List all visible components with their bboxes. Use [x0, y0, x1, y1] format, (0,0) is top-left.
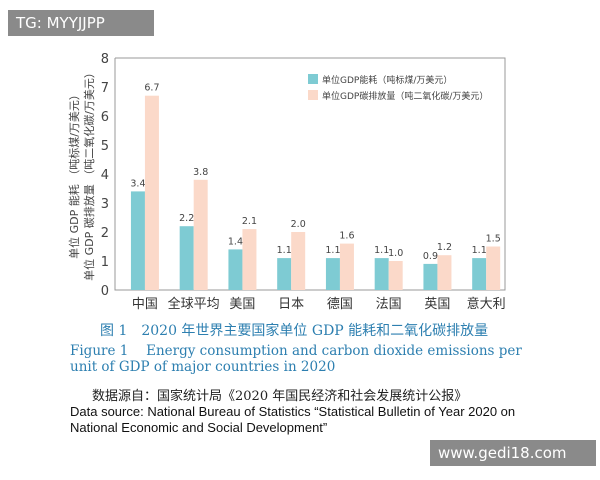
- watermark-bottom-right: www.gedi18.com: [430, 440, 596, 466]
- y-tick-label: 6: [101, 110, 109, 125]
- bar-carbon: [388, 261, 403, 290]
- data-label: 3.8: [193, 167, 208, 178]
- legend-swatch: [308, 74, 318, 84]
- data-label: 2.2: [179, 213, 194, 224]
- legend-entry: 单位GDP能耗（吨标煤/万美元）: [322, 74, 452, 86]
- data-label: 1.1: [374, 245, 389, 256]
- bar-carbon: [486, 246, 501, 290]
- bar-energy: [179, 226, 194, 290]
- plot-frame: [114, 57, 506, 291]
- x-tick-label: 日本: [278, 297, 304, 312]
- x-tick-label: 德国: [327, 297, 353, 312]
- legend-swatch: [308, 90, 318, 100]
- x-tick-label: 全球平均: [168, 296, 220, 312]
- y-axis-label: 单位 GDP 碳排放量 （吨二氧化碳/万美元）: [82, 67, 96, 281]
- bar-energy: [130, 191, 145, 290]
- y-tick-label: 5: [101, 139, 109, 154]
- data-label: 1.1: [472, 245, 487, 256]
- y-axis-label: 单位 GDP 能耗 （吨标煤/万美元）: [67, 89, 81, 259]
- data-label: 0.9: [423, 251, 438, 262]
- bar-carbon: [291, 232, 306, 290]
- data-label: 3.4: [130, 178, 145, 189]
- x-tick-label: 中国: [132, 297, 158, 312]
- data-label: 1.1: [277, 245, 292, 256]
- watermark-top-left: TG: MYYJJPP: [8, 10, 154, 36]
- y-tick-label: 8: [101, 52, 109, 67]
- x-tick-label: 美国: [229, 297, 255, 312]
- y-tick-label: 1: [101, 255, 109, 270]
- x-tick-label: 法国: [376, 297, 402, 312]
- data-source-cn: 数据源自：国家统计局《2020 年国民经济和社会发展统计公报》: [92, 389, 468, 404]
- data-label: 6.7: [144, 83, 159, 94]
- data-label: 1.6: [339, 231, 354, 242]
- y-tick-label: 2: [101, 226, 109, 241]
- data-label: 1.2: [437, 242, 452, 253]
- legend-entry: 单位GDP碳排放量（吨二氧化碳/万美元）: [322, 90, 488, 102]
- figure-caption-en: Figure 1 Energy consumption and carbon d…: [70, 343, 522, 375]
- y-tick-label: 4: [101, 168, 109, 183]
- bar-energy: [423, 263, 438, 290]
- y-tick-label: 3: [101, 197, 109, 212]
- data-label: 2.0: [291, 219, 306, 230]
- data-label: 1.5: [486, 234, 501, 245]
- bar-energy: [277, 258, 292, 290]
- bar-energy: [472, 258, 487, 290]
- bar-carbon: [144, 95, 159, 290]
- x-tick-label: 意大利: [467, 296, 506, 312]
- bar-energy: [228, 249, 243, 290]
- data-label: 1.0: [388, 248, 403, 259]
- figure-caption-cn: 图 1 2020 年世界主要国家单位 GDP 能耗和二氧化碳排放量: [100, 323, 489, 339]
- bar-chart: 0 1 2 3 4 5 6 7 8 单位 GDP 能耗 （吨标煤/万美元） 单位 GDP 碳排放量 …: [67, 52, 506, 312]
- bar-carbon: [339, 243, 354, 290]
- bar-energy: [325, 258, 340, 290]
- bar-energy: [374, 258, 389, 290]
- y-tick-label: 0: [101, 284, 109, 299]
- bar-carbon: [242, 229, 257, 290]
- bar-carbon: [437, 255, 452, 290]
- x-tick-label: 英国: [424, 297, 450, 312]
- y-tick-label: 7: [101, 81, 109, 96]
- data-label: 1.4: [228, 236, 243, 247]
- bar-carbon: [193, 179, 208, 290]
- data-source-en: Data source: National Bureau of Statisti…: [70, 404, 516, 435]
- data-label: 1.1: [325, 245, 340, 256]
- data-label: 2.1: [242, 216, 257, 227]
